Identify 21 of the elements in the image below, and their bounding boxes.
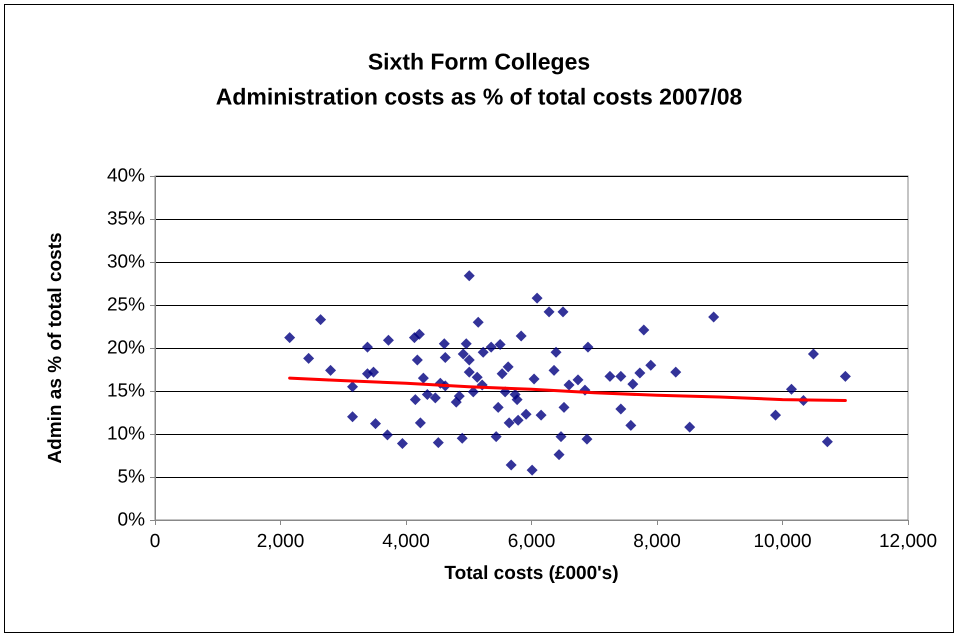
y-tick-label: 5% <box>118 466 146 488</box>
y-tick-label: 10% <box>106 424 146 444</box>
chart-title: Sixth Form Colleges <box>368 48 590 74</box>
y-axis-title: Admin as % of total costs <box>45 232 66 464</box>
y-tick-label: 25% <box>106 294 146 316</box>
y-tick-label: 35% <box>106 208 146 230</box>
line-series <box>288 376 847 402</box>
y-tick-label: 30% <box>106 252 146 272</box>
chart-subtitle: Administration costs as % of total costs 2007/08 <box>216 84 743 110</box>
x-tick-label: 10,000 <box>753 531 812 552</box>
x-tick-label: 8,000 <box>633 531 681 552</box>
y-tick-label: 20% <box>106 338 146 358</box>
y-tick-label: 0% <box>118 510 146 530</box>
x-tick-label: 4,000 <box>382 531 430 552</box>
x-tick-label: 6,000 <box>508 531 556 552</box>
x-tick-label: 12,000 <box>878 531 938 552</box>
x-tick-label: 2,000 <box>256 531 304 552</box>
y-tick-label: 40% <box>106 166 146 186</box>
y-tick-label: 15% <box>106 380 146 402</box>
x-tick-label: 0 <box>150 531 160 552</box>
x-axis-title: Total costs (£000's) <box>444 563 619 584</box>
